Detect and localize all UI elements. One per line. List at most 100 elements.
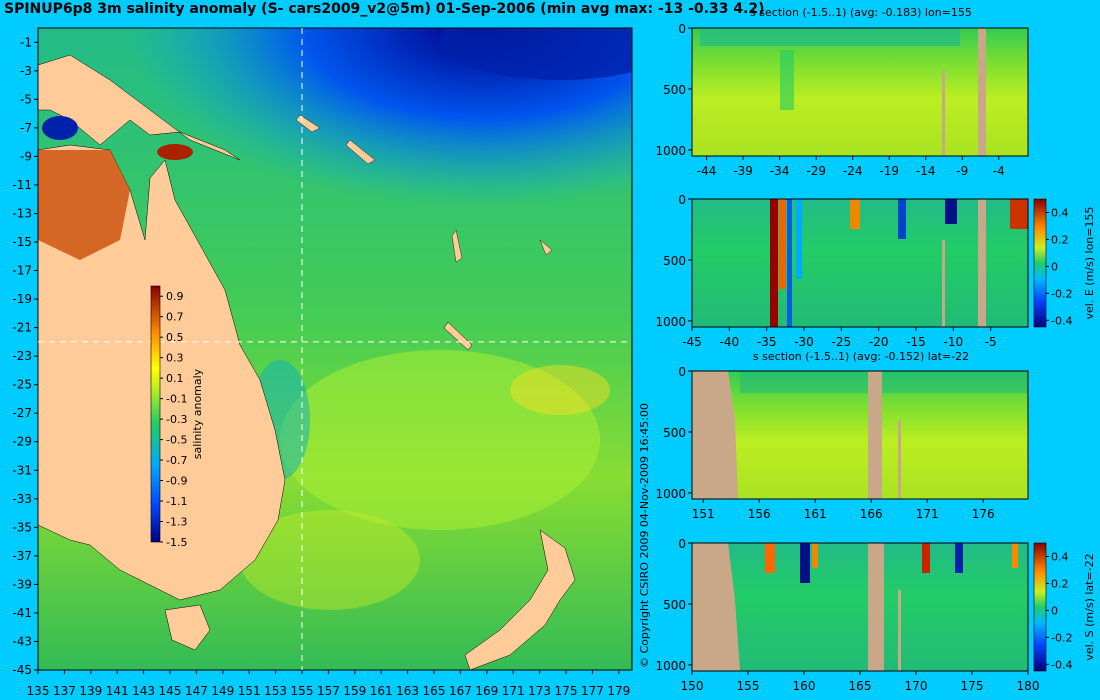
velocity-cell [765,543,775,573]
velocity-cell [1012,543,1018,568]
section-mask [868,371,882,499]
page-title: SPINUP6p8 3m salinity anomaly (S- cars20… [4,1,765,17]
section-x-tick-label: -9 [956,164,968,178]
map-x-tick-label: 159 [343,684,366,698]
velocity-colorbar-tick-label: 0.4 [1051,550,1069,563]
velocity-colorbar-tick-label: 0 [1051,260,1058,273]
section-x-tick-label: 170 [905,679,928,693]
velocity-cell [800,543,810,583]
map-y-tick-label: -39 [12,577,32,591]
section-x-tick-label: -45 [682,335,702,349]
land-new-zealand [464,529,576,670]
section-x-tick-label: -10 [944,335,964,349]
land-tasmania [164,604,211,651]
salinity-colorbar-tick-label: 0.7 [166,311,184,324]
map-x-tick-label: 169 [475,684,498,698]
velocity-cell [850,199,860,229]
map-y-tick-label: -11 [12,178,32,192]
map-x-tick-label: 147 [185,684,208,698]
section-mask [692,543,740,671]
section-x-tick-label: -44 [697,164,717,178]
salinity-map: 135 137 139 141 143 145 147 149 151 153 155 157 159 1… [12,27,633,698]
section-x-tick-label: 150 [681,679,704,693]
section-y-tick-label: 0 [678,365,686,379]
section-x-tick-label: 151 [692,507,715,521]
high-salinity-patch [510,365,610,415]
salinity-colorbar-label: salinity anomaly [191,368,204,459]
section-x-tick-label: -5 [985,335,997,349]
map-y-tick-label: -41 [12,606,32,620]
section-x-tick-label: 175 [961,679,984,693]
s-section-lon-field [692,28,1028,156]
section-x-tick-label: -30 [794,335,814,349]
salinity-colorbar-tick-label: 0.1 [166,372,184,385]
map-x-tick-label: 161 [370,684,393,698]
westward-jet [787,199,792,327]
section-x-tick-label: -39 [733,164,753,178]
velocity-colorbar-tick-label: -0.4 [1051,314,1072,327]
land-island [451,229,463,263]
velocity-cell [922,543,930,573]
vel-s-colorbar-label: vel. S (m/s) lat=-22 [1083,553,1096,660]
section-y-tick-label: 500 [663,426,686,440]
section-y-tick-label: 1000 [655,487,686,501]
section-mask [868,543,884,671]
salinity-colorbar-tick-label: -0.1 [166,393,187,406]
vel-e-colorbar [1033,198,1047,328]
surface-fresh-layer [700,28,960,46]
s-section-lat-panel: s section (-1.5..1) (avg: -0.152) lat=-2… [655,350,1029,521]
vel-e-section-frame [691,198,1029,328]
vel-s-section-panel: 150 155 160 165 170 175 180 0 500 1000 0.4 0.2 0 -0.… [655,537,1096,693]
section-x-tick-label: 156 [748,507,771,521]
section-x-tick-label: -35 [757,335,777,349]
section-x-tick-label: 171 [916,507,939,521]
map-x-tick-label: 145 [159,684,182,698]
section-y-tick-label: 0 [678,193,686,207]
land-island [539,239,553,256]
vel-e-colorbar-ticks: 0.4 0.2 0 -0.2 -0.4 [1046,206,1072,327]
map-x-tick-label: 177 [581,684,604,698]
section-x-tick-label: 160 [793,679,816,693]
map-y-tick-label: -21 [12,321,32,335]
s-section-lat-title: s section (-1.5..1) (avg: -0.152) lat=-2… [753,350,969,363]
map-y-tick-label: -33 [12,492,32,506]
section-mask [942,70,945,156]
section-x-tick-label: 155 [737,679,760,693]
map-x-tick-label: 139 [79,684,102,698]
map-y-tick-label: -3 [20,64,32,78]
velocity-colorbar-tick-label: 0 [1051,604,1058,617]
map-x-tick-label: 149 [211,684,234,698]
surface-fresh-layer [740,371,1028,393]
map-y-tick-label: -37 [12,549,32,563]
map-y-tick-label: -1 [20,35,32,49]
map-x-tick-label: 141 [106,684,129,698]
map-x-tick-label: 151 [238,684,261,698]
section-mask [978,199,986,327]
map-y-tick-label: -23 [12,349,32,363]
map-x-tick-label: 175 [555,684,578,698]
salinity-colorbar-tick-label: 0.9 [166,290,184,303]
section-y-tick-label: 500 [663,598,686,612]
section-x-tick-label: -15 [906,335,926,349]
salinity-colorbar-tick-label: -0.3 [166,413,187,426]
section-y-tick-label: 0 [678,537,686,551]
map-y-tick-label: -35 [12,520,32,534]
section-x-tick-label: -4 [993,164,1005,178]
section-x-tick-label: 180 [1017,679,1040,693]
high-salinity-patch [280,350,600,530]
map-y-tick-label: -9 [20,149,32,163]
velocity-cell [955,543,963,573]
map-y-tick-label: -19 [12,292,32,306]
westward-jet [796,199,802,279]
map-y-tick-label: -27 [12,406,32,420]
map-y-tick-label: -25 [12,378,32,392]
section-y-tick-label: 500 [663,83,686,97]
section-x-tick-label: 166 [860,507,883,521]
map-y-tick-label: -5 [20,92,32,106]
map-x-tick-label: 167 [449,684,472,698]
section-x-tick-label: -19 [879,164,899,178]
velocity-colorbar-tick-label: 0.2 [1051,233,1069,246]
map-x-tick-label: 171 [502,684,525,698]
